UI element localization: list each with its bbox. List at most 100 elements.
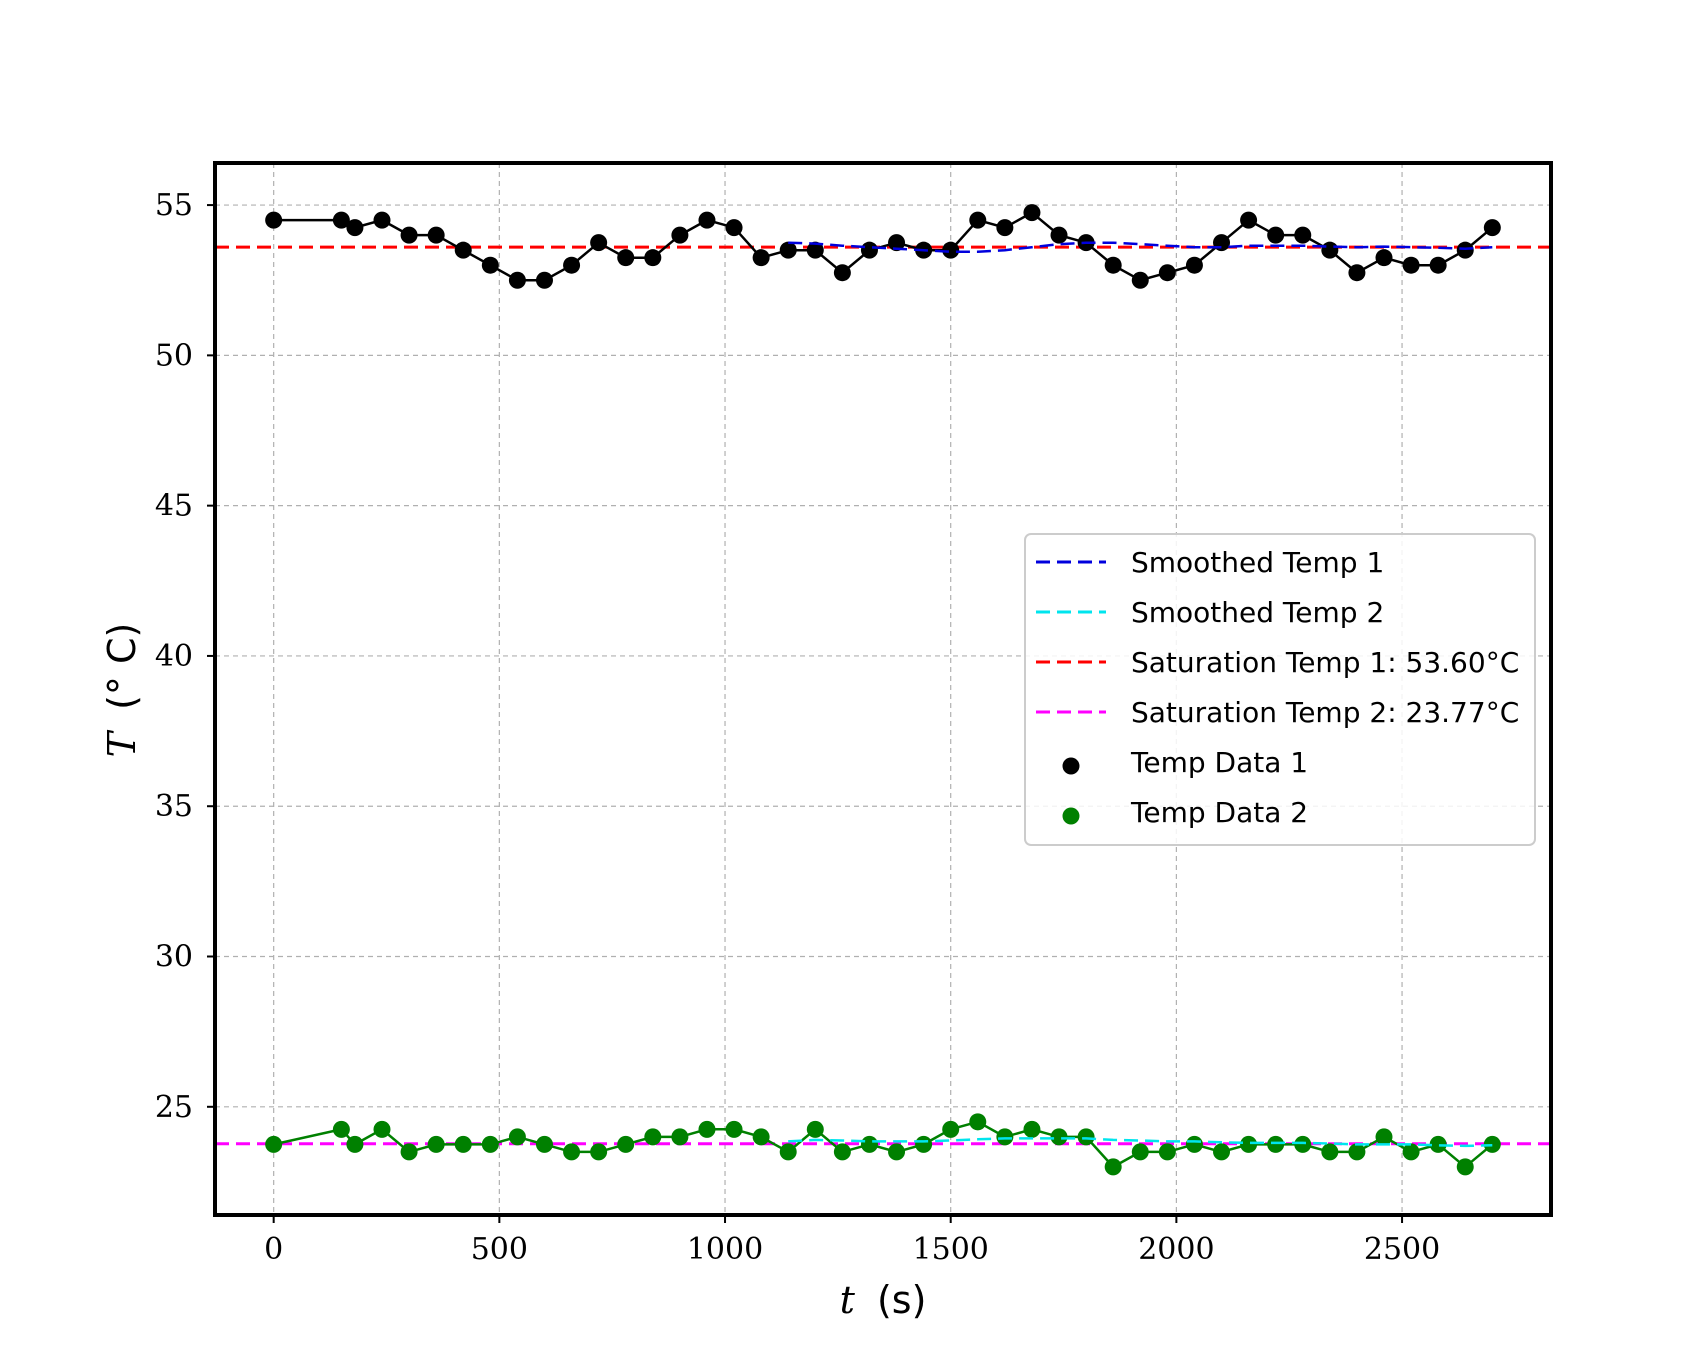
legend-label: Temp Data 1 — [1130, 746, 1308, 779]
data-point — [1483, 219, 1501, 237]
data-point — [265, 211, 283, 229]
y-axis-unit: (° C) — [100, 623, 144, 710]
legend-item-saturation-temp-1-53-60-c: Saturation Temp 1: 53.60°C — [1036, 646, 1519, 679]
data-point — [1050, 1128, 1068, 1146]
data-point — [1348, 1143, 1366, 1161]
data-point — [1294, 1135, 1312, 1153]
legend: Smoothed Temp 1 Smoothed Temp 2 Saturation… — [1024, 533, 1536, 846]
data-point — [1321, 241, 1339, 259]
data-point — [346, 219, 364, 237]
data-point — [535, 271, 553, 289]
series-smoothed-temp-2 — [788, 1137, 1493, 1148]
axis-ticks: 0 500 1000 1500 2000 2500 25 30 35 40 45 50 55 — [155, 188, 1440, 1267]
data-point — [806, 241, 824, 259]
legend-marker — [1062, 807, 1080, 825]
data-point — [644, 1128, 662, 1146]
data-point — [481, 1135, 499, 1153]
legend-label: Temp Data 2 — [1130, 796, 1308, 829]
data-point — [332, 211, 350, 229]
data-point — [1483, 1135, 1501, 1153]
data-point — [1185, 256, 1203, 274]
data-point — [942, 1120, 960, 1138]
y-tick-label: 40 — [155, 639, 193, 674]
data-point — [481, 256, 499, 274]
data-point — [1131, 271, 1149, 289]
legend-item-saturation-temp-2-23-77-c: Saturation Temp 2: 23.77°C — [1036, 696, 1519, 729]
data-point — [373, 1120, 391, 1138]
data-point — [590, 234, 608, 252]
data-point — [671, 1128, 689, 1146]
data-point — [1158, 264, 1176, 282]
y-tick-label: 45 — [155, 489, 193, 524]
data-point — [1077, 1128, 1095, 1146]
y-tick-label: 25 — [155, 1090, 193, 1125]
series-temp-data-2 — [265, 1113, 1501, 1176]
data-point — [1213, 234, 1231, 252]
data-point — [563, 1143, 581, 1161]
data-point — [725, 1120, 743, 1138]
legend-item-smoothed-temp-2: Smoothed Temp 2 — [1036, 596, 1384, 629]
legend-label: Saturation Temp 2: 23.77°C — [1131, 696, 1519, 729]
data-point — [806, 1120, 824, 1138]
data-point — [644, 249, 662, 267]
x-tick-label: 2000 — [1138, 1232, 1214, 1267]
y-axis-variable: T — [100, 729, 144, 757]
data-point — [617, 249, 635, 267]
series-smoothed-temp-1 — [788, 241, 1493, 253]
data-point — [1240, 211, 1258, 229]
data-point — [969, 1113, 987, 1131]
data-point — [888, 1143, 906, 1161]
data-point — [1023, 1120, 1041, 1138]
data-point — [1429, 256, 1447, 274]
data-point — [860, 1135, 878, 1153]
data-point — [833, 264, 851, 282]
x-tick-label: 1500 — [913, 1232, 989, 1267]
y-tick-label: 55 — [155, 188, 193, 223]
legend-label: Saturation Temp 1: 53.60°C — [1131, 646, 1519, 679]
data-point — [1429, 1135, 1447, 1153]
data-point — [454, 1135, 472, 1153]
x-axis-variable: t — [840, 1278, 856, 1322]
data-point — [942, 241, 960, 259]
data-point — [860, 241, 878, 259]
data-point — [969, 211, 987, 229]
data-point — [373, 211, 391, 229]
data-point — [779, 1143, 797, 1161]
data-point — [535, 1135, 553, 1153]
data-point — [590, 1143, 608, 1161]
data-point — [779, 241, 797, 259]
data-point — [427, 1135, 445, 1153]
data-point — [400, 1143, 418, 1161]
legend-item-smoothed-temp-1: Smoothed Temp 1 — [1036, 546, 1384, 579]
legend-item-temp-data-2: Temp Data 2 — [1062, 796, 1308, 829]
data-point — [1375, 1128, 1393, 1146]
data-point — [1131, 1143, 1149, 1161]
x-tick-label: 1000 — [687, 1232, 763, 1267]
data-point — [671, 226, 689, 244]
data-point — [1158, 1143, 1176, 1161]
data-point — [698, 1120, 716, 1138]
legend-label: Smoothed Temp 2 — [1131, 596, 1384, 629]
data-point — [1267, 226, 1285, 244]
data-point — [617, 1135, 635, 1153]
data-point — [1104, 256, 1122, 274]
data-point — [400, 226, 418, 244]
x-tick-label: 2500 — [1364, 1232, 1440, 1267]
data-point — [915, 1135, 933, 1153]
data-point — [752, 1128, 770, 1146]
data-point — [1456, 1158, 1474, 1176]
plot-frame — [213, 161, 1553, 1217]
y-tick-label: 50 — [155, 338, 193, 373]
data-point — [265, 1135, 283, 1153]
y-axis-title: T (° C) — [100, 623, 144, 758]
data-point — [1050, 226, 1068, 244]
data-point — [725, 219, 743, 237]
data-point — [698, 211, 716, 229]
data-point — [1348, 264, 1366, 282]
x-axis-title: t (s) — [840, 1278, 927, 1322]
x-tick-label: 0 — [264, 1232, 283, 1267]
data-point — [888, 234, 906, 252]
data-point — [563, 256, 581, 274]
data-point — [1402, 1143, 1420, 1161]
